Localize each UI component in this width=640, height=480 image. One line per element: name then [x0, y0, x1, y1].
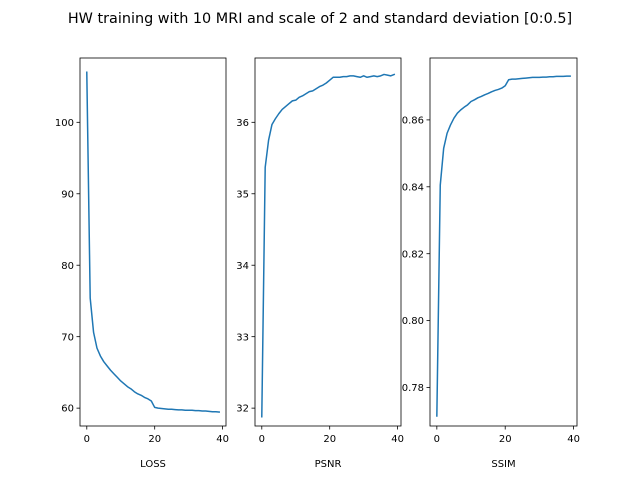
loss-y-tick-label: 100: [55, 118, 74, 129]
ssim-axes-frame: [429, 57, 578, 427]
loss-x-axis-label: LOSS: [140, 459, 166, 470]
subplot-loss: 0 20 40 60 70 80 90 100 LOSS: [55, 57, 229, 470]
figure-title: HW training with 10 MRI and scale of 2 a…: [68, 11, 572, 27]
ssim-y-tick-label: 0.86: [402, 115, 424, 126]
loss-y-tick-label: 90: [61, 189, 74, 200]
loss-y-tick-label: 60: [61, 404, 74, 415]
loss-y-tick-label: 80: [61, 261, 74, 272]
ssim-y-tick-label: 0.84: [402, 182, 424, 193]
psnr-x-tick-label: 20: [323, 434, 336, 445]
loss-x-tick-label: 0: [84, 434, 90, 445]
ssim-y-tick-label: 0.82: [402, 249, 424, 260]
loss-axes-frame: [79, 57, 227, 427]
ssim-x-tick-label: 0: [434, 434, 440, 445]
ssim-x-tick-label: 40: [567, 434, 580, 445]
ssim-y-tick-label: 0.80: [402, 316, 424, 327]
psnr-axes-frame: [254, 57, 402, 427]
psnr-y-tick-label: 34: [236, 261, 249, 272]
psnr-series-line-0: [261, 73, 396, 418]
psnr-y-tick-label: 36: [236, 118, 249, 129]
psnr-x-tick-label: 0: [259, 434, 265, 445]
ssim-x-axis-label: SSIM: [491, 459, 515, 470]
subplot-ssim: 0 20 40 0.78 0.80 0.82 0.84 0.86 SSIM: [402, 57, 580, 470]
psnr-x-tick-label: 40: [391, 434, 404, 445]
loss-y-tick-label: 70: [61, 332, 74, 343]
subplot-psnr: 0 20 40 32 33 34 35 36 PSNR: [236, 57, 404, 470]
ssim-y-tick-label: 0.78: [402, 383, 424, 394]
psnr-y-tick-label: 35: [236, 189, 249, 200]
loss-series-line-0: [86, 71, 221, 413]
loss-x-tick-label: 40: [216, 434, 229, 445]
ssim-x-tick-label: 20: [499, 434, 512, 445]
psnr-y-tick-label: 32: [236, 404, 249, 415]
ssim-series-line-0: [436, 75, 571, 417]
psnr-x-axis-label: PSNR: [315, 459, 342, 470]
loss-x-tick-label: 20: [148, 434, 161, 445]
psnr-y-tick-label: 33: [236, 332, 249, 343]
